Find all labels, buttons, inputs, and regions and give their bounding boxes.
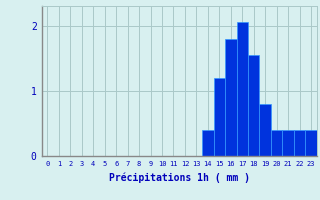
Bar	[236, 22, 248, 156]
Bar	[225, 39, 236, 156]
X-axis label: Précipitations 1h ( mm ): Précipitations 1h ( mm )	[109, 172, 250, 183]
Bar	[202, 130, 214, 156]
Bar	[260, 104, 271, 156]
Bar	[271, 130, 282, 156]
Bar	[305, 130, 317, 156]
Bar	[282, 130, 294, 156]
Bar	[248, 55, 260, 156]
Bar	[214, 78, 225, 156]
Bar	[294, 130, 305, 156]
